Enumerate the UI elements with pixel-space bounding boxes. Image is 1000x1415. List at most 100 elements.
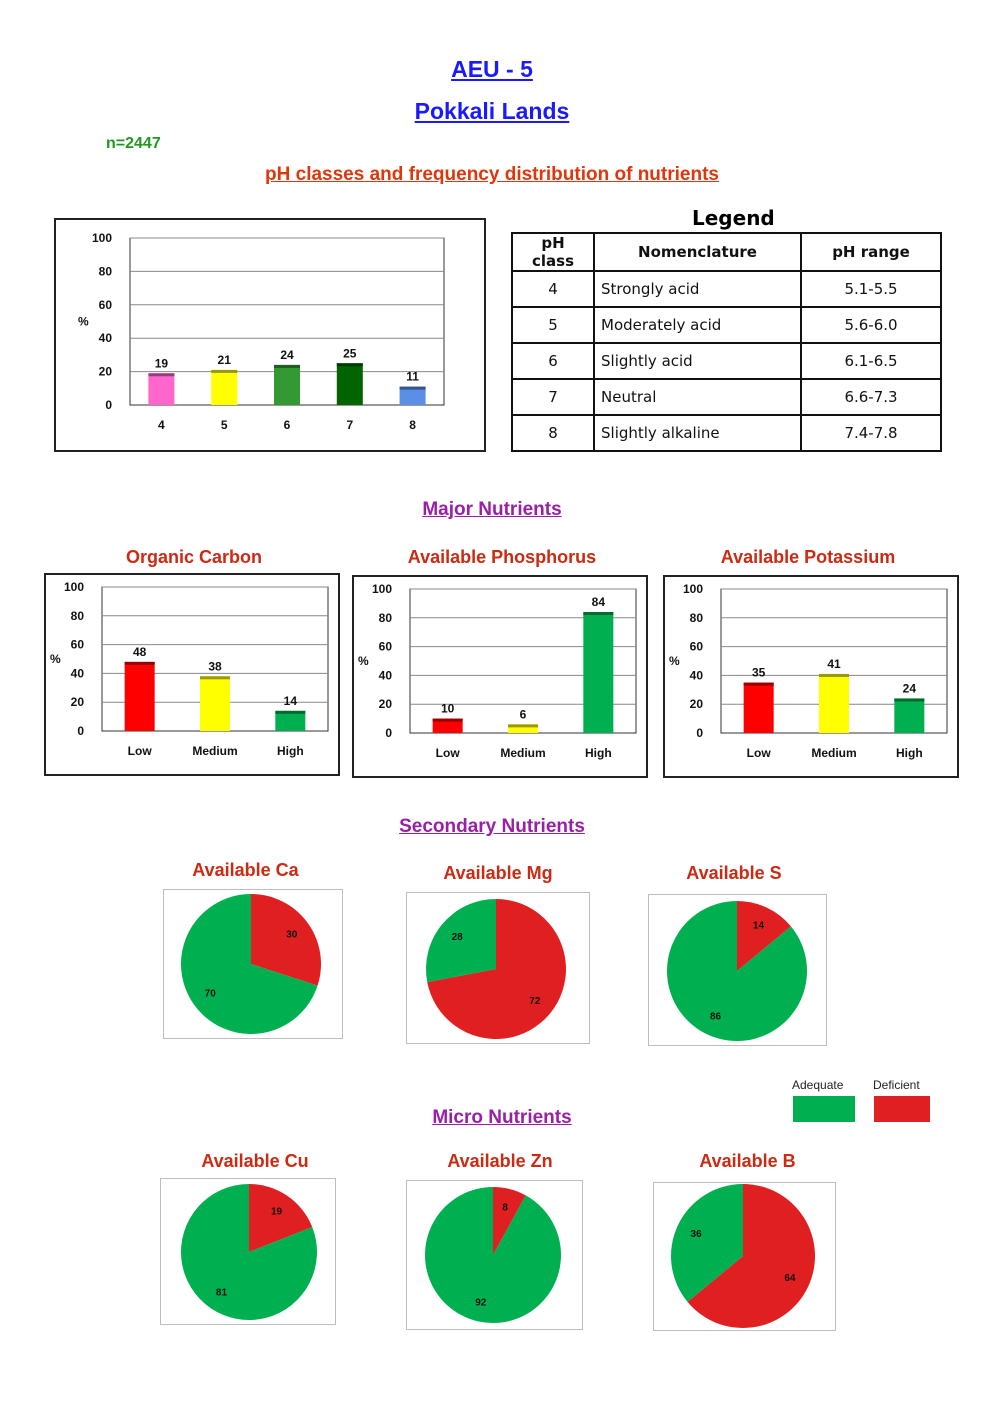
y-tick-label: 0	[385, 726, 392, 740]
ca-title: Available Ca	[192, 860, 299, 880]
x-tick-label: High	[277, 744, 304, 758]
data-label: 11	[406, 370, 419, 384]
x-tick-label: 6	[284, 418, 291, 432]
y-tick-label: 0	[77, 724, 84, 738]
y-tick-label: 60	[71, 638, 85, 652]
legend-cell-range: 6.6-7.3	[800, 378, 942, 416]
y-tick-label: 80	[379, 611, 393, 625]
y-tick-label: 0	[105, 398, 112, 412]
bar	[211, 369, 238, 405]
y-axis-label: %	[78, 315, 89, 329]
legend-cell-nomenclature: Neutral	[593, 378, 802, 416]
y-tick-label: 80	[71, 609, 85, 623]
cu-pie-box: 19 81	[160, 1178, 336, 1325]
legend-row: 7 Neutral 6.6-7.3	[511, 378, 942, 416]
data-label: 35	[752, 666, 766, 680]
ph-section-title: pH classes and frequency distribution of…	[265, 164, 719, 185]
bar	[432, 718, 463, 733]
y-tick-label: 20	[690, 697, 704, 711]
legend-cell-class: 5	[511, 306, 595, 344]
y-tick-label: 40	[99, 331, 113, 345]
y-tick-label: 40	[690, 668, 704, 682]
pie-label: 86	[710, 1012, 722, 1023]
legend-row: 6 Slightly acid 6.1-6.5	[511, 342, 942, 380]
y-tick-label: 60	[379, 640, 393, 654]
pie-label: 81	[216, 1287, 228, 1298]
data-label: 24	[903, 681, 917, 695]
legend-col-ph-range: pH range	[800, 232, 942, 272]
bar	[336, 363, 363, 405]
y-tick-label: 40	[71, 666, 85, 680]
y-tick-label: 60	[99, 298, 113, 312]
micro-nutrients-title: Micro Nutrients	[432, 1107, 572, 1128]
legend-header-row: pH class Nomenclature pH range	[511, 232, 942, 272]
bar-top	[432, 718, 463, 722]
mg-pie-box: 72 28	[406, 892, 590, 1044]
bar	[894, 698, 925, 733]
legend-cell-class: 6	[511, 342, 595, 380]
organic-carbon-title: Organic Carbon	[125, 547, 263, 567]
y-tick-label: 100	[64, 580, 84, 594]
y-axis-label: %	[50, 652, 61, 666]
zn-title: Available Zn	[447, 1151, 553, 1171]
data-label: 10	[441, 702, 455, 716]
legend-row: 4 Strongly acid 5.1-5.5	[511, 270, 942, 308]
legend-cell-range: 6.1-6.5	[800, 342, 942, 380]
legend-cell-range: 5.1-5.5	[800, 270, 942, 308]
pie-slice	[737, 901, 791, 971]
legend-row: 8 Slightly alkaline 7.4-7.8	[511, 414, 942, 452]
y-axis-label: %	[358, 654, 369, 668]
pie-label: 28	[452, 932, 464, 943]
key-deficient-label: Deficient	[873, 1078, 920, 1092]
x-tick-label: Medium	[500, 746, 545, 760]
pie-label: 64	[784, 1273, 796, 1284]
legend-cell-class: 4	[511, 270, 595, 308]
bar-top	[336, 363, 363, 367]
legend-row: 5 Moderately acid 5.6-6.0	[511, 306, 942, 344]
x-tick-label: High	[896, 746, 923, 760]
s-title: Available S	[686, 863, 782, 883]
legend-cell-nomenclature: Slightly alkaline	[593, 414, 802, 452]
pie-label: 19	[271, 1207, 283, 1218]
x-tick-label: 8	[409, 418, 416, 432]
y-tick-label: 100	[92, 231, 112, 245]
major-nutrients-title: Major Nutrients	[422, 499, 562, 520]
legend-cell-class: 7	[511, 378, 595, 416]
pie-slice	[493, 1187, 526, 1255]
phosphorus-title: Available Phosphorus	[407, 547, 597, 567]
y-axis-label: %	[669, 654, 680, 668]
y-tick-label: 20	[99, 365, 113, 379]
data-label: 6	[520, 707, 527, 721]
legend-cell-range: 5.6-6.0	[800, 306, 942, 344]
y-tick-label: 20	[379, 697, 393, 711]
legend-cell-nomenclature: Moderately acid	[593, 306, 802, 344]
zn-pie-chart: 8 92	[425, 1187, 561, 1323]
y-tick-label: 60	[690, 640, 704, 654]
b-title: Available B	[699, 1151, 796, 1171]
pie-label: 70	[205, 989, 217, 1000]
pie-slice	[687, 1184, 815, 1328]
bar	[583, 612, 614, 733]
bar-top	[894, 698, 925, 702]
potassium-box: 0 20 40 60 80 100% 35 Low 41 Medium 24 High	[663, 575, 959, 778]
pie-slice	[426, 899, 496, 983]
data-label: 19	[155, 356, 169, 370]
bar-top	[399, 386, 426, 390]
pie-slice	[667, 901, 807, 1041]
pie-slice	[181, 894, 318, 1034]
bar	[819, 673, 849, 733]
pie-label: 8	[502, 1203, 508, 1214]
secondary-nutrients-title: Secondary Nutrients	[399, 816, 585, 837]
bar-top	[819, 673, 849, 677]
b-pie-chart: 64 36	[671, 1184, 815, 1328]
bar-top	[124, 661, 155, 665]
legend-cell-nomenclature: Slightly acid	[593, 342, 802, 380]
sample-count: n=2447	[106, 135, 161, 152]
pie-slice	[249, 1184, 313, 1252]
legend-col-nomenclature: Nomenclature	[593, 232, 802, 272]
mg-pie-chart: 72 28	[426, 899, 566, 1039]
bar-top	[508, 724, 538, 728]
bar-top	[211, 369, 238, 373]
ph-chart-box: 0 20 40 60 80 100% 19 4 21 5 24 6 25 7 11 8	[54, 218, 486, 452]
